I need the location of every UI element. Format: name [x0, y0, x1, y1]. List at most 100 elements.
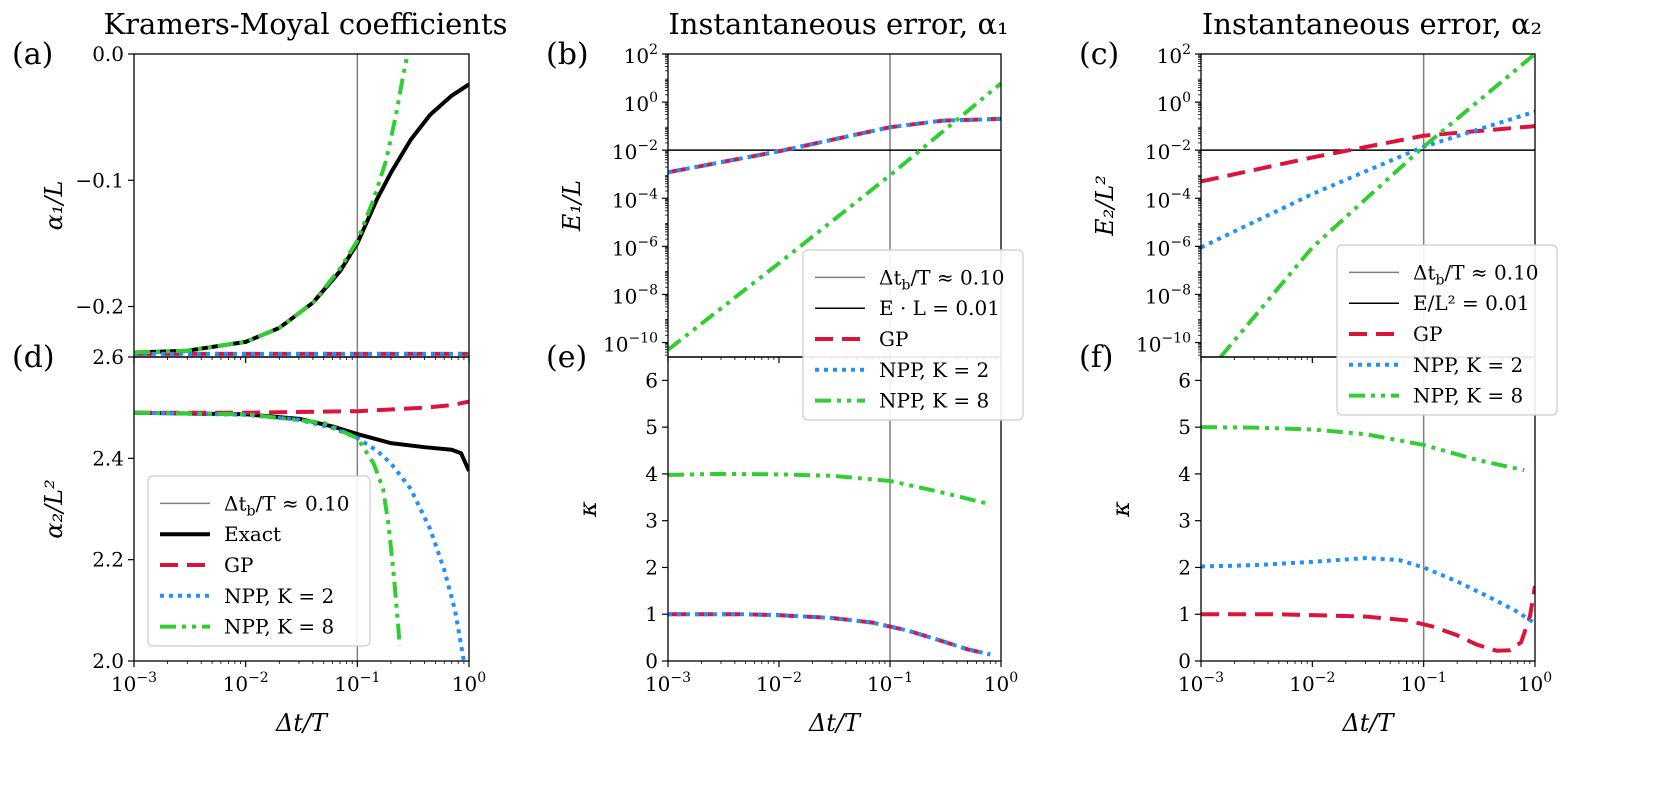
y-tick-label: 10−2 [1145, 138, 1191, 164]
series-npp8-line [668, 471, 991, 507]
y-tick-label: 4 [1178, 462, 1191, 486]
series-npp2-line [1201, 556, 1535, 626]
legend-b: Δtb/T ≈ 0.10 E · L = 0.01 GP NPP, K = 2 NPP,… [802, 249, 1024, 421]
y-tick-label: 10−10 [1136, 331, 1191, 357]
x-tick-label: 10−1 [867, 670, 913, 696]
x-tick-label: 100 [984, 670, 1018, 696]
legend-entry-label: GP [879, 327, 908, 351]
legend-entry-label: Exact [224, 522, 281, 546]
panel-e: 0 1 2 3 4 5 6 10−3 10−2 10−1 100 Δt/T κ (e) [546, 340, 1018, 737]
legend-entry-label: GP [224, 553, 253, 577]
legend-entry-label: Δtb/T ≈ 0.10 [1413, 260, 1539, 288]
legend-box [802, 249, 1024, 421]
y-tick-label: 6 [1178, 368, 1191, 392]
series-exact-line [134, 410, 469, 472]
x-axis-label: Δt/T [275, 709, 329, 737]
x-tick-label: 10−1 [1401, 670, 1447, 696]
y-tick-label: 2.2 [92, 548, 124, 572]
y-tick-label: 10−8 [612, 282, 658, 308]
panel-label: (d) [12, 340, 55, 375]
x-tick-label: 10−3 [111, 670, 157, 696]
y-axis-label: E₂/L² [1091, 175, 1119, 237]
y-tick-label: 2.4 [92, 446, 124, 470]
panel-d: 2.6 2.4 2.2 2.010−3 10−2 10−1 100 Δt/T α₂/L² (d) [12, 340, 486, 737]
series-npp8-line [668, 81, 1001, 352]
x-axis-label: Δt/T [1341, 709, 1395, 737]
legend-entry-label: NPP, K = 2 [224, 584, 334, 608]
y-tick-label: 0 [645, 649, 658, 673]
y-tick-label: 100 [1157, 90, 1191, 116]
legend-entry-label: NPP, K = 2 [1413, 353, 1523, 377]
legend-box [147, 475, 371, 647]
y-tick-label: 10−10 [603, 331, 658, 357]
y-axis-label: E₁/L [558, 180, 586, 232]
panel-label: (e) [546, 340, 587, 375]
legend-box [1336, 244, 1558, 416]
series-npp8-line [134, 410, 402, 646]
x-axis-label: Δt/T [808, 709, 862, 737]
series-group [668, 471, 991, 657]
series-gp-line [134, 399, 469, 415]
y-tick-label: 5 [1178, 415, 1191, 439]
series-npp2-line [668, 116, 1001, 175]
y-tick-label: 0 [1178, 649, 1191, 673]
panel-title: Instantaneous error, α₁ [668, 7, 1008, 41]
legend-entry-label: E/L² = 0.01 [1413, 291, 1530, 315]
x-tick-label: 10−2 [756, 670, 802, 696]
y-tick-label: 4 [645, 462, 658, 486]
series-group [1201, 54, 1535, 357]
y-tick-label: 10−4 [612, 186, 658, 212]
series-group [668, 81, 1001, 352]
series-group [134, 399, 469, 661]
y-tick-label: 5 [645, 415, 658, 439]
y-tick-label: 2 [645, 555, 658, 579]
legend-d: Δtb/T ≈ 0.10 Exact GP NPP, K = 2 NPP, K = 8 [147, 475, 371, 647]
y-tick-label: 2 [1178, 555, 1191, 579]
series-gp-line [668, 612, 991, 657]
axes-frame [133, 356, 470, 662]
series-npp2-line [1201, 109, 1535, 250]
y-tick-label: 10−6 [1145, 234, 1191, 260]
y-tick-label: 3 [1178, 509, 1191, 533]
y-axis-label: α₁/L [40, 181, 68, 231]
legend-entry-label: E · L = 0.01 [879, 296, 1000, 320]
panel-label: (f) [1079, 340, 1114, 375]
y-tick-label: 10−8 [1145, 282, 1191, 308]
panel-a: 0.0 −0.1 −0.2 α₁/L Kramers-Moyal coefficient… [12, 7, 507, 363]
legend-entry-label: NPP, K = 2 [879, 358, 989, 382]
panel-title: Instantaneous error, α₂ [1202, 7, 1542, 41]
y-tick-label: 102 [624, 42, 658, 68]
y-tick-label: 100 [624, 90, 658, 116]
legend-c: Δtb/T ≈ 0.10 E/L² = 0.01 GP NPP, K = 2 NPP, … [1336, 244, 1558, 416]
y-tick-label: 102 [1157, 42, 1191, 68]
y-tick-label: 10−6 [612, 234, 658, 260]
legend-entry-label: NPP, K = 8 [879, 389, 989, 413]
y-tick-label: 10−4 [1145, 186, 1191, 212]
series-gp-line [1201, 585, 1535, 653]
y-axis-label: κ [574, 501, 602, 518]
y-tick-label: −0.2 [75, 295, 124, 319]
panel-label: (c) [1079, 37, 1119, 72]
x-tick-label: 10−2 [223, 670, 269, 696]
series-gp-line [1201, 124, 1535, 184]
legend-entry-label: Δtb/T ≈ 0.10 [224, 491, 350, 519]
panel-title: Kramers-Moyal coefficients [104, 7, 508, 41]
y-tick-label: 6 [645, 368, 658, 392]
x-tick-label: 10−2 [1289, 670, 1335, 696]
series-npp2-line [134, 410, 466, 661]
panel-b: 102 100 10−2 10−4 10−6 10−8 10−10 E₁/L Instantan… [546, 7, 1009, 363]
series-group [134, 54, 469, 356]
series-npp2-line [668, 612, 991, 657]
panel-label: (b) [546, 37, 589, 72]
x-tick-label: 10−3 [1178, 670, 1224, 696]
y-axis-label: α₂/L² [40, 479, 68, 538]
series-npp8-line [1219, 54, 1535, 357]
y-tick-label: 1 [645, 602, 658, 626]
y-tick-label: 10−2 [612, 138, 658, 164]
panel-c: 102 100 10−2 10−4 10−6 10−8 10−10 E₂/L² Instanta… [1079, 7, 1542, 363]
legend-entry-label: NPP, K = 8 [1413, 384, 1523, 408]
y-tick-label: 2.0 [92, 649, 124, 673]
y-tick-label: 1 [1178, 602, 1191, 626]
y-tick-label: 3 [645, 509, 658, 533]
x-tick-label: 10−3 [645, 670, 691, 696]
